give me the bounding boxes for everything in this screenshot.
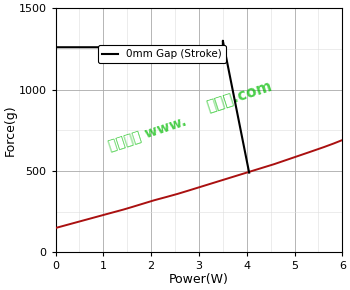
Y-axis label: Force(g): Force(g) [4,104,17,156]
X-axis label: Power(W): Power(W) [169,273,229,286]
Text: 螺线管.com: 螺线管.com [205,78,274,114]
Legend: 0mm Gap (Stroke): 0mm Gap (Stroke) [98,45,226,64]
Text: 深圳亚欣 www.: 深圳亚欣 www. [107,114,189,153]
